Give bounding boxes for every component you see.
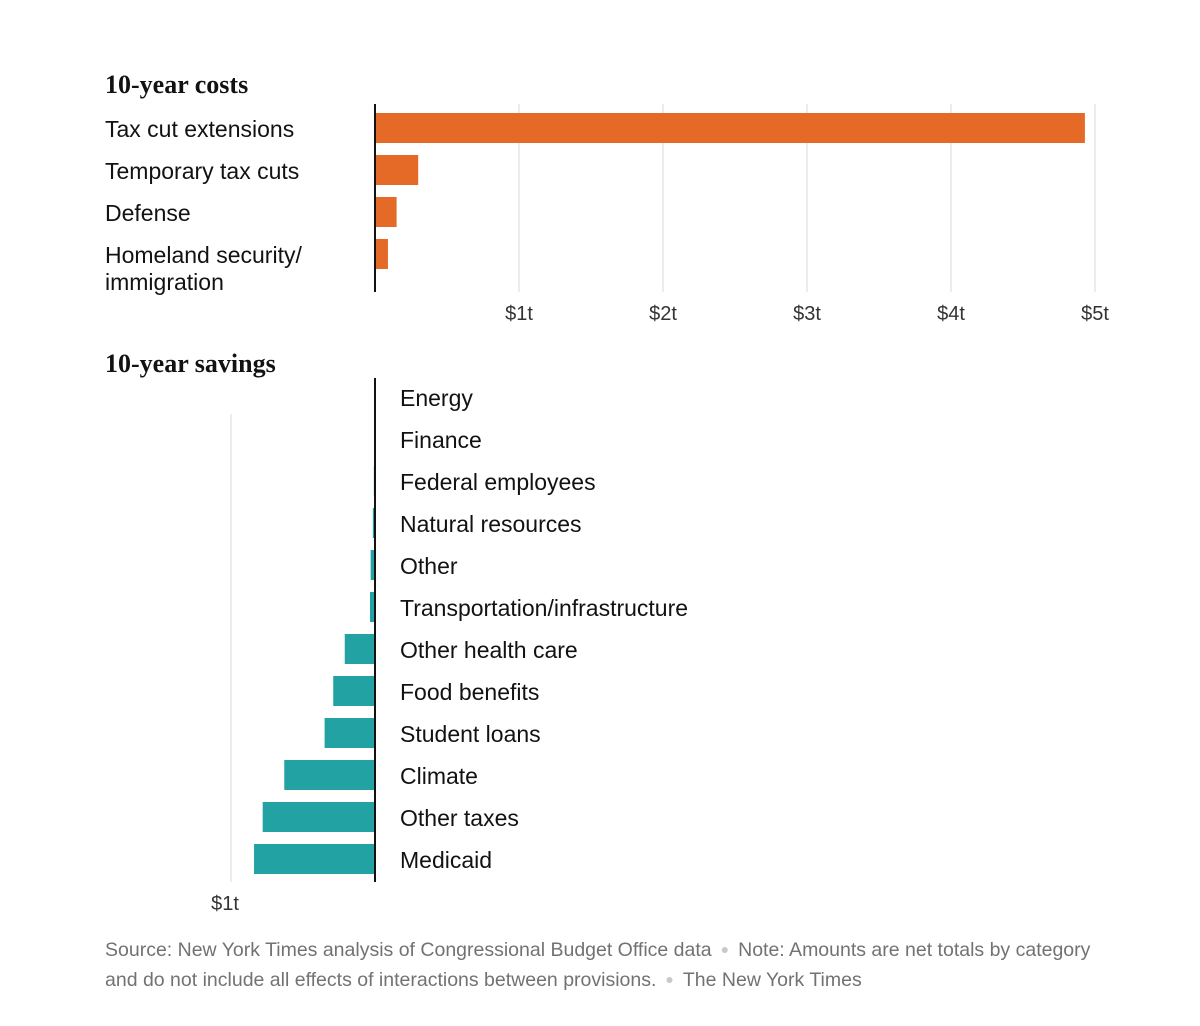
publisher-credit: The New York Times: [682, 969, 862, 991]
costs-chart-title: 10-year costs: [105, 70, 248, 99]
separator-dot: ●: [720, 941, 730, 957]
savings-category-label: Natural resources: [400, 511, 582, 537]
savings-category-label: Energy: [400, 385, 473, 411]
costs-category-label: Defense: [105, 200, 191, 226]
savings-category-label: Other health care: [400, 637, 578, 663]
source-note: Source: New York Times analysis of Congr…: [105, 939, 712, 961]
savings-category-label: Climate: [400, 763, 478, 789]
savings-category-label: Transportation/infrastructure: [400, 595, 688, 621]
costs-bar: [375, 197, 397, 227]
costs-tick-label: $3t: [793, 303, 821, 325]
savings-chart-title: 10-year savings: [105, 349, 276, 378]
costs-tick-label: $4t: [937, 303, 965, 325]
savings-category-label: Federal employees: [400, 469, 596, 495]
savings-bar: [372, 508, 375, 538]
chart-footer: Source: New York Times analysis of Congr…: [105, 935, 1105, 995]
savings-bar: [370, 550, 375, 580]
savings-bar: [324, 718, 375, 748]
savings-bar: [254, 844, 375, 874]
costs-bar: [375, 113, 1085, 143]
savings-bar: [333, 676, 375, 706]
savings-bar: [284, 760, 375, 790]
savings-category-label: Finance: [400, 427, 482, 453]
savings-tick-label: $1t: [211, 893, 239, 915]
costs-tick-label: $2t: [649, 303, 677, 325]
savings-bar: [262, 802, 375, 832]
costs-bar: [375, 239, 388, 269]
savings-category-label: Other: [400, 553, 458, 579]
savings-category-label: Food benefits: [400, 679, 539, 705]
savings-bar: [344, 634, 375, 664]
methodology-note: Note: Amounts are net totals by category…: [105, 939, 1091, 991]
costs-category-label: Homeland security/immigration: [105, 242, 302, 295]
costs-category-label: Temporary tax cuts: [105, 158, 299, 184]
separator-dot: ●: [665, 971, 674, 987]
costs-tick-label: $1t: [505, 303, 533, 325]
costs-tick-label: $5t: [1081, 303, 1109, 325]
savings-category-label: Medicaid: [400, 847, 492, 873]
chart-canvas: 10-year costs Tax cut extensions Temporar…: [105, 70, 1109, 915]
costs-category-label: Tax cut extensions: [105, 116, 294, 142]
savings-category-label: Other taxes: [400, 805, 519, 831]
costs-bar: [375, 155, 419, 185]
savings-category-label: Student loans: [400, 721, 541, 747]
savings-bar: [369, 592, 375, 622]
